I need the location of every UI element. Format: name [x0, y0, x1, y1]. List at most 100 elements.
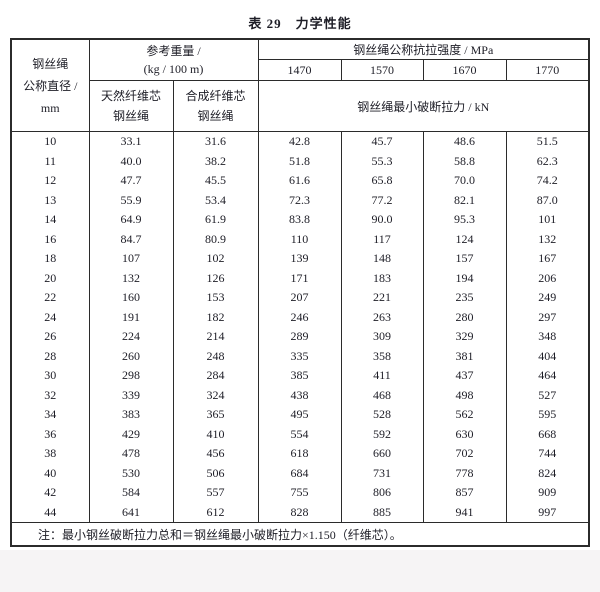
value-cell: 207: [257, 288, 342, 308]
table-row: 40 530 506 684 731 778 824: [10, 463, 590, 483]
value-cell: 31.6: [172, 131, 259, 152]
value-cell: 124: [422, 229, 507, 249]
table-row: 32 339 324 438 468 498 527: [10, 385, 590, 405]
value-cell: 595: [505, 405, 590, 425]
header-diameter-line2: 公称直径 /: [23, 78, 78, 93]
diameter-cell: 22: [10, 288, 90, 308]
table-row: 42 584 557 755 806 857 909: [10, 483, 590, 503]
table-row: 26 224 214 289 309 329 348: [10, 327, 590, 347]
value-cell: 171: [257, 268, 342, 288]
value-cell: 584: [88, 483, 174, 503]
value-cell: 235: [422, 288, 507, 308]
value-cell: 61.6: [257, 171, 342, 191]
header-natural-core-line2: 钢丝绳: [112, 109, 149, 123]
value-cell: 72.3: [257, 190, 342, 210]
value-cell: 132: [505, 229, 590, 249]
value-cell: 324: [172, 385, 259, 405]
value-cell: 335: [257, 346, 342, 366]
value-cell: 438: [257, 385, 342, 405]
value-cell: 107: [88, 249, 174, 269]
table-row: 44 641 612 828 885 941 997: [10, 502, 590, 523]
value-cell: 495: [257, 405, 342, 425]
diameter-cell: 44: [10, 502, 90, 523]
value-cell: 183: [340, 268, 424, 288]
header-grade-1670: 1670: [422, 59, 507, 81]
value-cell: 160: [88, 288, 174, 308]
value-cell: 806: [340, 483, 424, 503]
value-cell: 660: [340, 444, 424, 464]
diameter-cell: 11: [10, 151, 90, 171]
page-footer-strip: [0, 550, 600, 592]
diameter-cell: 16: [10, 229, 90, 249]
value-cell: 909: [505, 483, 590, 503]
value-cell: 630: [422, 424, 507, 444]
value-cell: 246: [257, 307, 342, 327]
value-cell: 498: [422, 385, 507, 405]
value-cell: 33.1: [88, 131, 174, 152]
note-row: 注：最小钢丝破断拉力总和＝钢丝绳最小破断拉力×1.150（纤维芯）。: [10, 522, 590, 546]
value-cell: 530: [88, 463, 174, 483]
value-cell: 55.3: [340, 151, 424, 171]
value-cell: 329: [422, 327, 507, 347]
value-cell: 61.9: [172, 210, 259, 230]
value-cell: 62.3: [505, 151, 590, 171]
header-synthetic-core-line1: 合成纤维芯: [185, 89, 246, 103]
value-cell: 48.6: [422, 131, 507, 152]
value-cell: 126: [172, 268, 259, 288]
header-diameter-line1: 钢丝绳: [32, 56, 69, 71]
value-cell: 102: [172, 249, 259, 269]
value-cell: 53.4: [172, 190, 259, 210]
value-cell: 528: [340, 405, 424, 425]
value-cell: 506: [172, 463, 259, 483]
value-cell: 289: [257, 327, 342, 347]
value-cell: 385: [257, 366, 342, 386]
header-grade-1470: 1470: [257, 59, 342, 81]
value-cell: 157: [422, 249, 507, 269]
value-cell: 74.2: [505, 171, 590, 191]
value-cell: 885: [340, 502, 424, 523]
header-row-1: 钢丝绳 公称直径 / mm 参考重量 / (kg / 100 m) 钢丝绳公称抗…: [10, 38, 590, 132]
header-natural-core-line1: 天然纤维芯: [100, 89, 161, 103]
table-row: 12 47.7 45.5 61.6 65.8 70.0 74.2: [10, 171, 590, 191]
diameter-cell: 26: [10, 327, 90, 347]
value-cell: 464: [505, 366, 590, 386]
diameter-cell: 30: [10, 366, 90, 386]
value-cell: 997: [505, 502, 590, 523]
diameter-cell: 24: [10, 307, 90, 327]
value-cell: 618: [257, 444, 342, 464]
value-cell: 339: [88, 385, 174, 405]
table-row: 34 383 365 495 528 562 595: [10, 405, 590, 425]
diameter-cell: 20: [10, 268, 90, 288]
header-weight-line2: (kg / 100 m): [143, 62, 204, 76]
diameter-cell: 28: [10, 346, 90, 366]
value-cell: 684: [257, 463, 342, 483]
value-cell: 298: [88, 366, 174, 386]
header-reference-weight: 参考重量 / (kg / 100 m): [88, 38, 259, 81]
value-cell: 309: [340, 327, 424, 347]
table-row: 38 478 456 618 660 702 744: [10, 444, 590, 464]
value-cell: 55.9: [88, 190, 174, 210]
value-cell: 824: [505, 463, 590, 483]
value-cell: 365: [172, 405, 259, 425]
header-grade-1770: 1770: [505, 59, 590, 81]
value-cell: 64.9: [88, 210, 174, 230]
value-cell: 358: [340, 346, 424, 366]
value-cell: 224: [88, 327, 174, 347]
value-cell: 148: [340, 249, 424, 269]
diameter-cell: 10: [10, 131, 90, 152]
header-weight-line1: 参考重量 /: [146, 44, 201, 58]
value-cell: 153: [172, 288, 259, 308]
table-row: 24 191 182 246 263 280 297: [10, 307, 590, 327]
value-cell: 45.5: [172, 171, 259, 191]
diameter-cell: 42: [10, 483, 90, 503]
diameter-cell: 14: [10, 210, 90, 230]
value-cell: 248: [172, 346, 259, 366]
value-cell: 65.8: [340, 171, 424, 191]
diameter-cell: 38: [10, 444, 90, 464]
value-cell: 478: [88, 444, 174, 464]
value-cell: 280: [422, 307, 507, 327]
value-cell: 95.3: [422, 210, 507, 230]
value-cell: 468: [340, 385, 424, 405]
value-cell: 70.0: [422, 171, 507, 191]
